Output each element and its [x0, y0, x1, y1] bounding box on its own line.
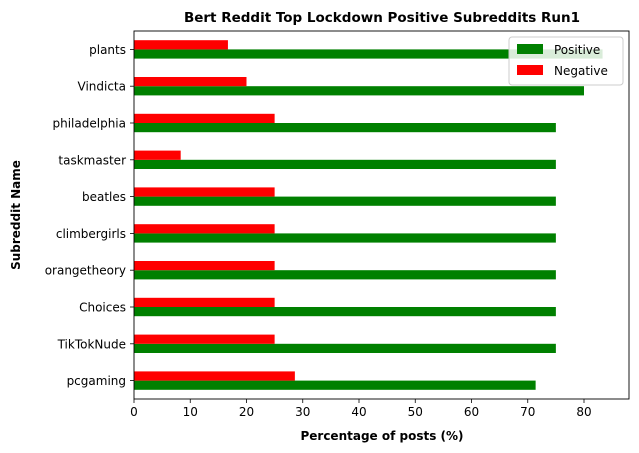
plot-area: pcgaming TikTokNude Choices orangetheory cli…	[45, 30, 630, 419]
y-tick-label: climbergirls	[56, 227, 126, 241]
x-tick-label: 80	[576, 405, 591, 419]
y-tick-label: taskmaster	[58, 153, 126, 167]
bar-negative-taskmaster	[134, 150, 181, 160]
x-tick-label: 70	[520, 405, 535, 419]
bar-positive-TikTokNude	[134, 343, 556, 353]
legend-label-positive: Positive	[554, 43, 600, 57]
bar-negative-TikTokNude	[134, 334, 275, 344]
bar-positive-Vindicta	[134, 86, 584, 96]
axes-frame	[133, 30, 630, 400]
y-tick-label: plants	[89, 43, 126, 57]
bar-negative-climbergirls	[134, 224, 275, 234]
x-tick-label: 0	[130, 405, 138, 419]
bar-positive-Choices	[134, 307, 556, 317]
bar-negative-philadelphia	[134, 113, 275, 123]
legend: Positive Negative	[508, 36, 624, 86]
bar-negative-Vindicta	[134, 77, 247, 87]
bar-positive-taskmaster	[134, 159, 556, 169]
legend-swatch-positive	[517, 44, 543, 54]
bar-positive-philadelphia	[134, 123, 556, 133]
y-tick-label: pcgaming	[67, 374, 126, 388]
bar-positive-pcgaming	[134, 380, 536, 390]
y-tick-label: orangetheory	[45, 264, 126, 278]
x-tick-label: 10	[183, 405, 198, 419]
legend-label-negative: Negative	[554, 64, 608, 78]
bar-positive-climbergirls	[134, 233, 556, 243]
chart-title: Bert Reddit Top Lockdown Positive Subred…	[184, 10, 580, 26]
x-tick-label: 30	[295, 405, 310, 419]
y-tick-label: philadelphia	[53, 117, 127, 131]
bar-positive-beatles	[134, 196, 556, 206]
x-tick-label: 20	[239, 405, 254, 419]
y-tick-label: Choices	[79, 301, 126, 315]
bar-positive-plants	[134, 49, 603, 59]
x-tick-label: 60	[464, 405, 479, 419]
bar-negative-beatles	[134, 187, 275, 197]
y-tick-label: beatles	[82, 190, 126, 204]
bar-negative-Choices	[134, 297, 275, 307]
bar-negative-plants	[134, 40, 228, 50]
bar-negative-pcgaming	[134, 371, 295, 381]
legend-swatch-negative	[517, 65, 543, 75]
x-tick-label: 40	[351, 405, 366, 419]
y-tick-label: TikTokNude	[57, 337, 126, 351]
y-axis-label: Subreddit Name	[9, 160, 23, 270]
bar-negative-orangetheory	[134, 261, 275, 271]
y-tick-label: Vindicta	[78, 80, 127, 94]
x-tick-label: 50	[408, 405, 423, 419]
bar-positive-orangetheory	[134, 270, 556, 280]
x-axis-label: Percentage of posts (%)	[300, 429, 463, 443]
